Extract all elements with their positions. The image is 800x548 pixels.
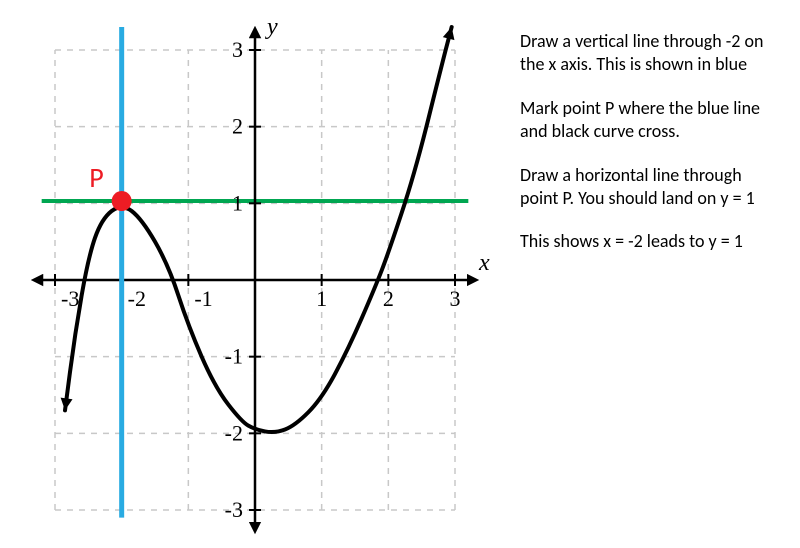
y-tick-label: -2: [225, 420, 243, 445]
x-axis-label: x: [478, 250, 490, 276]
x-tick-label: 2: [383, 286, 394, 311]
instruction-step-3: Draw a horizontal line through point P. …: [520, 164, 770, 211]
instruction-step-4: This shows x = -2 leads to y = 1: [520, 230, 770, 253]
graph-svg: 1 2 3 -3 -2 -1 1 2 3 -1 -2 -3 x y P: [20, 20, 490, 540]
instruction-step-1: Draw a vertical line through -2 on the x…: [520, 30, 770, 77]
x-tick-label: 3: [450, 286, 461, 311]
y-tick-label: -1: [225, 344, 243, 369]
graph-panel: 1 2 3 -3 -2 -1 1 2 3 -1 -2 -3 x y P: [20, 20, 490, 528]
instruction-step-2: Mark point P where the blue line and bla…: [520, 97, 770, 144]
y-tick-label: 1: [232, 190, 243, 215]
y-tick-label: 2: [232, 114, 243, 139]
y-tick-label: 3: [232, 37, 243, 62]
x-tick-label: -2: [128, 286, 146, 311]
x-tick-label: 1: [316, 286, 327, 311]
y-axis-label: y: [265, 20, 278, 40]
y-tick-label: -3: [225, 497, 243, 522]
x-tick-label: -1: [194, 286, 212, 311]
point-label: P: [89, 160, 103, 195]
x-tick-label: -3: [61, 286, 79, 311]
point-marker: [112, 191, 132, 211]
instructions-panel: Draw a vertical line through -2 on the x…: [490, 20, 780, 528]
